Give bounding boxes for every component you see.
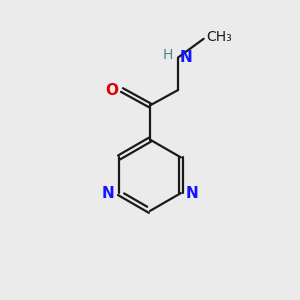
Text: O: O [105,82,119,98]
Text: CH₃: CH₃ [207,30,232,44]
Text: N: N [179,50,192,65]
Text: H: H [163,48,173,62]
Text: N: N [186,186,198,201]
Text: N: N [102,186,114,201]
